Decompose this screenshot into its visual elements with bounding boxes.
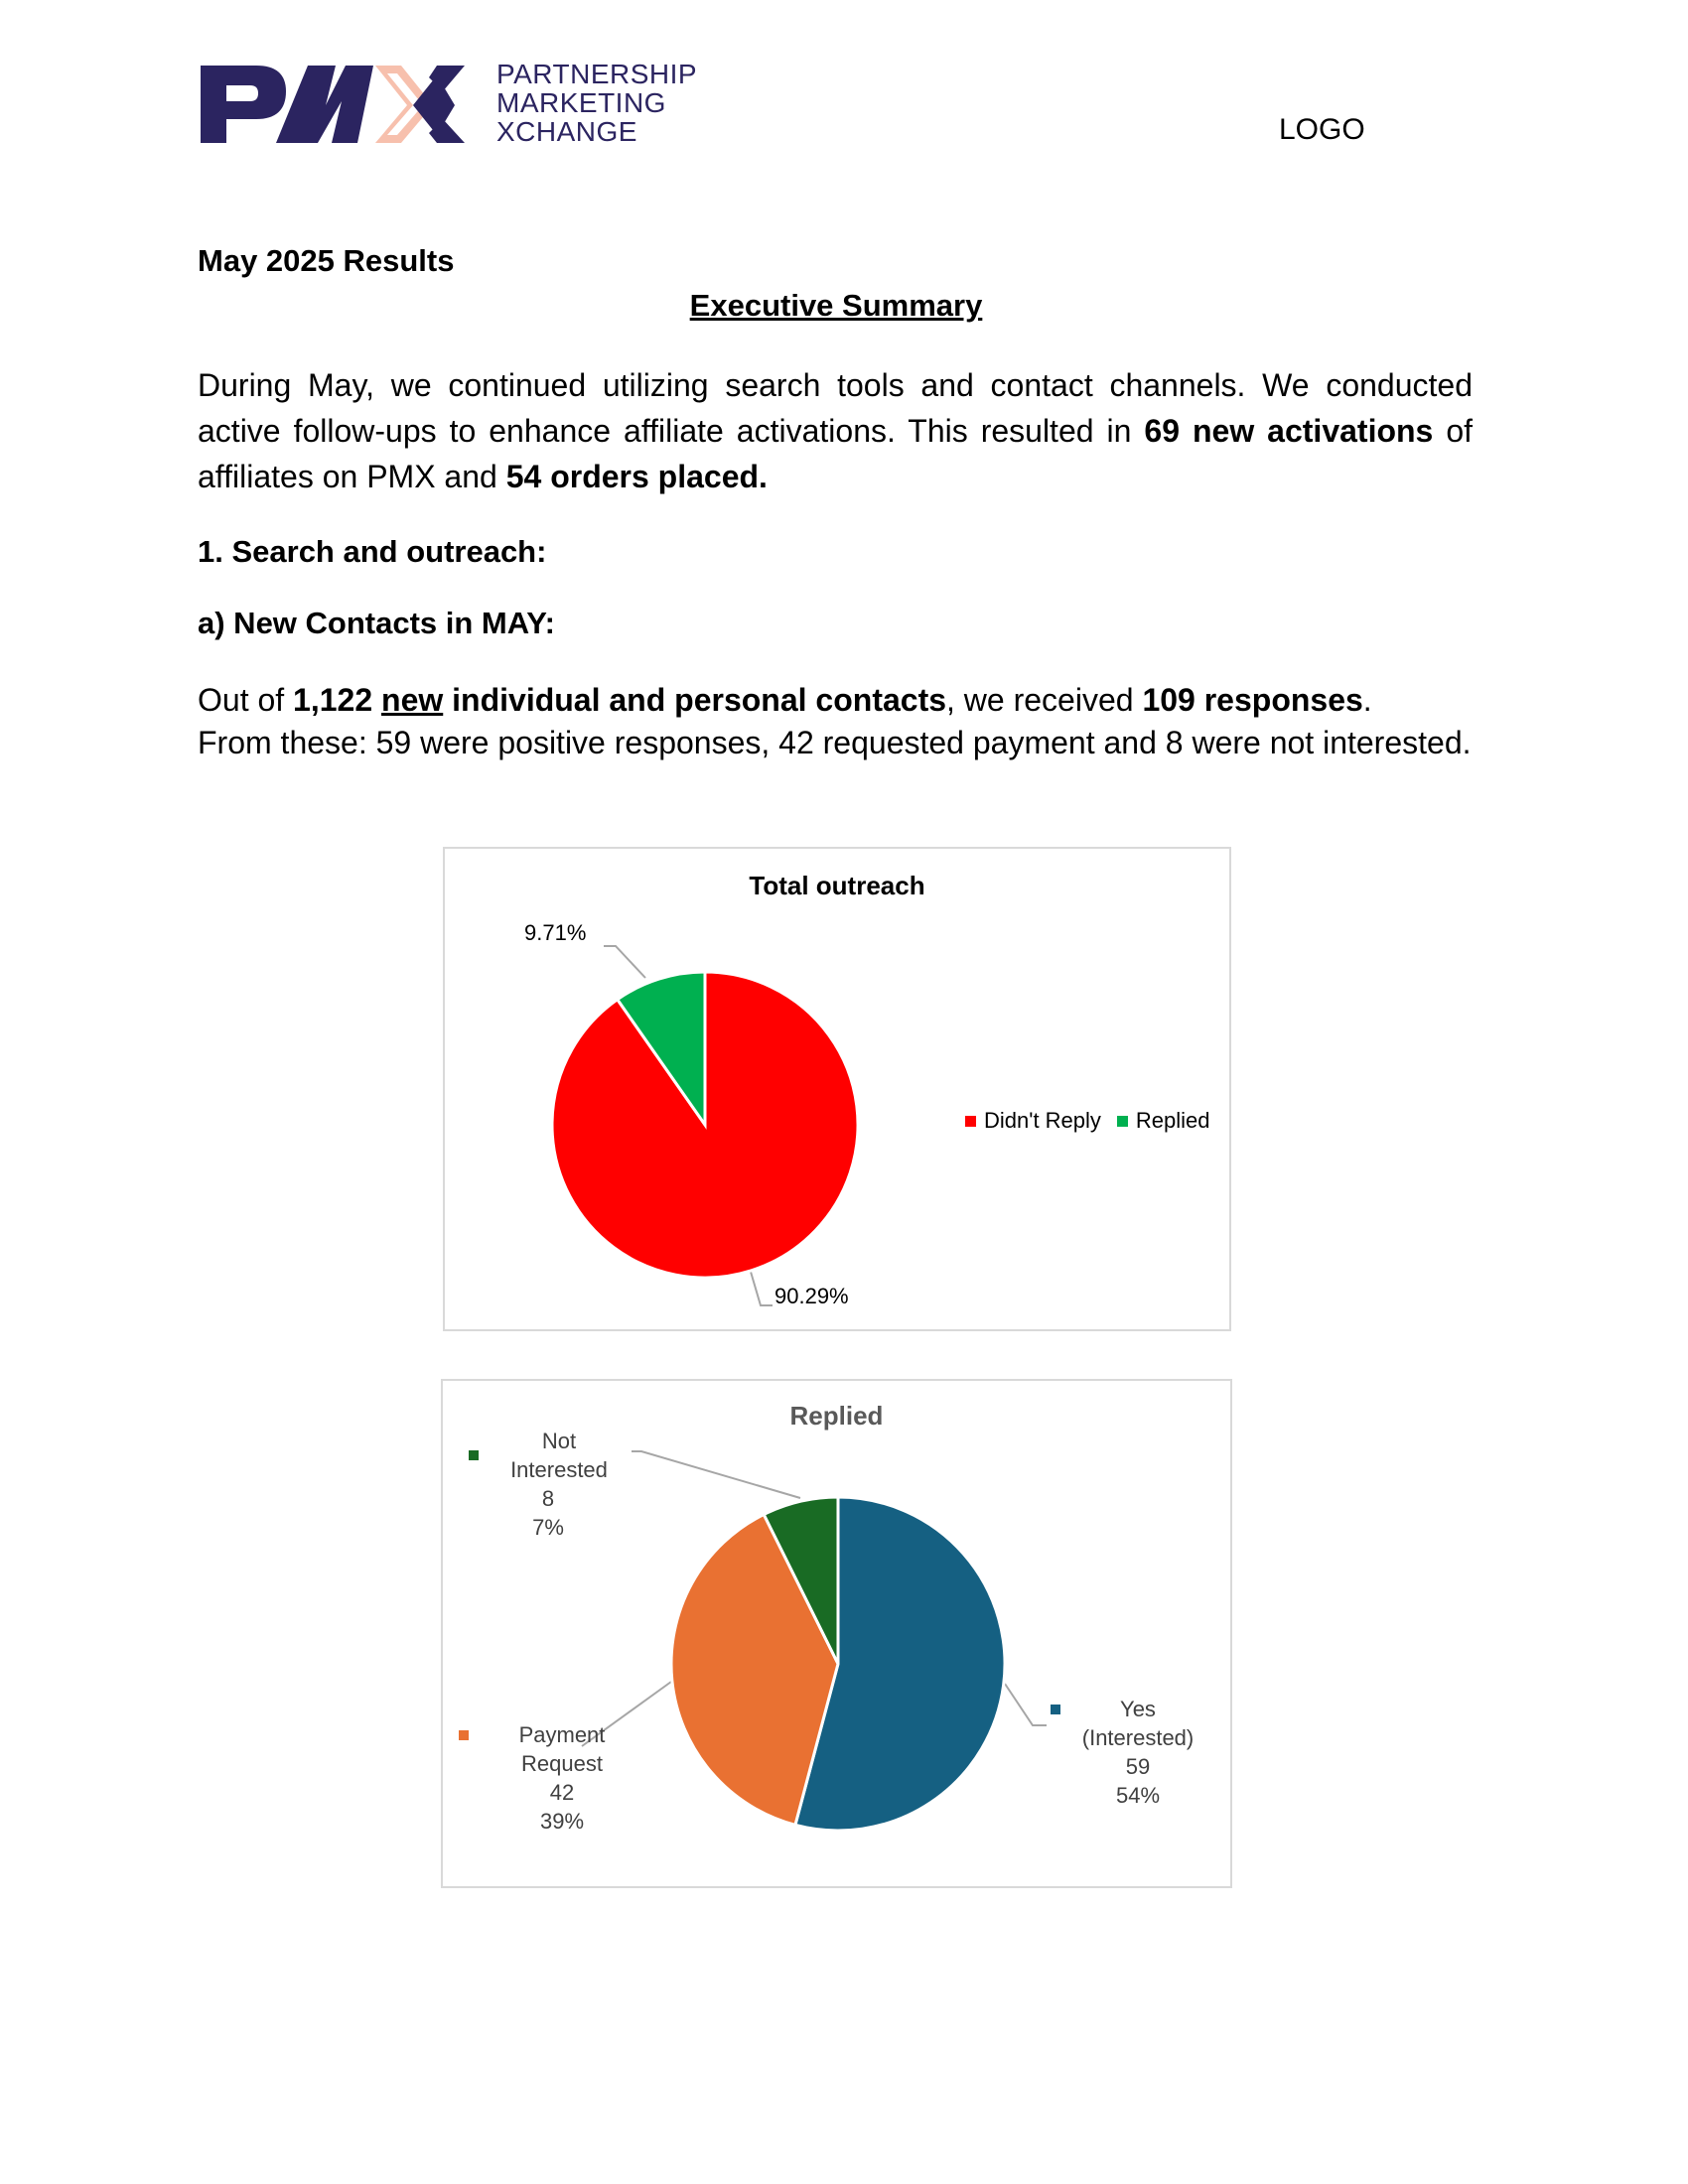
label-name: Not Interested (510, 1429, 608, 1482)
legend-swatch (469, 1450, 479, 1460)
brand-line: MARKETING (496, 87, 666, 118)
replied-chart: Replied Not Interested 8 7% Payment Requ… (441, 1379, 1232, 1888)
leader-line-replied (604, 945, 646, 979)
label-value: 59 (1125, 1754, 1151, 1779)
label-name: Yes (1120, 1697, 1156, 1721)
legend-swatch-payment (459, 1730, 469, 1740)
data-label-not-interested: Not Interested 8 7% (469, 1427, 628, 1542)
chart-title: Replied (789, 1401, 884, 1431)
label-name: Request (521, 1751, 603, 1776)
pie-slice-yes-interested- (793, 1495, 1007, 1833)
results-heading: May 2025 Results (198, 243, 455, 278)
legend-label: Didn't Reply (984, 1108, 1101, 1133)
new-underlined: new (381, 682, 444, 718)
pie-slice-not-interested (762, 1495, 840, 1665)
legend-label: Replied (1135, 1108, 1210, 1133)
activations-highlight: 69 new activations (1144, 413, 1434, 449)
subsection-heading: a) New Contacts in MAY: (198, 606, 555, 640)
total-outreach-chart: Total outreach 9.71% 90.29% Didn't Reply… (443, 847, 1231, 1331)
pmx-logo-mark (201, 66, 465, 143)
contacts-count: 1,122 (293, 682, 382, 718)
contacts-paragraph: Out of 1,122 new individual and personal… (198, 679, 1473, 764)
brand-line: XCHANGE (496, 116, 637, 147)
leader-line-didnt-reply (750, 1271, 773, 1306)
data-label-yes: Yes (Interested) 59 54% (1068, 1695, 1207, 1810)
intro-paragraph: During May, we continued utilizing searc… (198, 362, 1473, 499)
pie-slice-replied (615, 970, 707, 1130)
data-label-didnt-reply: 90.29% (774, 1284, 849, 1308)
responses-count: 109 responses (1142, 682, 1363, 718)
total-outreach-pie (550, 945, 860, 1306)
logo-placeholder: LOGO (1279, 113, 1365, 146)
legend-swatch-yes (1051, 1705, 1060, 1714)
chart-title: Total outreach (749, 871, 925, 900)
label-percent: 39% (539, 1809, 585, 1834)
text: . (1362, 682, 1372, 718)
brand-tagline: PARTNERSHIP MARKETING XCHANGE (496, 60, 697, 146)
pie-slice-payment-request (669, 1512, 840, 1828)
brand-line: PARTNERSHIP (496, 59, 698, 89)
executive-summary-heading: Executive Summary (689, 288, 983, 323)
legend-swatch-replied (1116, 1115, 1128, 1127)
leader-line-not-interested (632, 1450, 801, 1499)
text: During May, we continued utilizing searc… (198, 367, 1473, 449)
text: Out of (198, 682, 294, 718)
label-value: 8 (541, 1486, 555, 1511)
text: of affiliates on PMX and (198, 413, 1474, 494)
text: , we received (946, 682, 1143, 718)
chart-legend: Didn't Reply Replied (965, 1108, 1210, 1134)
text: From these: 59 were positive responses, … (198, 725, 1472, 760)
label-name: Payment (518, 1722, 606, 1747)
label-percent: 54% (1115, 1783, 1161, 1808)
leader-line-yes (1004, 1683, 1047, 1726)
pmx-logo (199, 62, 487, 147)
label-value: 42 (549, 1780, 575, 1805)
orders-highlight: 54 orders placed. (505, 459, 768, 494)
section-heading: 1. Search and outreach: (198, 534, 547, 569)
contacts-desc: individual and personal contacts (443, 682, 947, 718)
replied-pie (581, 1450, 1047, 1833)
data-label-payment-request: Payment Request 42 39% (502, 1720, 622, 1836)
legend-swatch-didnt-reply (965, 1115, 976, 1127)
data-label-replied: 9.71% (524, 920, 587, 945)
label-name: (Interested) (1081, 1725, 1195, 1750)
label-percent: 7% (532, 1515, 564, 1540)
leader-line-payment (581, 1681, 672, 1747)
